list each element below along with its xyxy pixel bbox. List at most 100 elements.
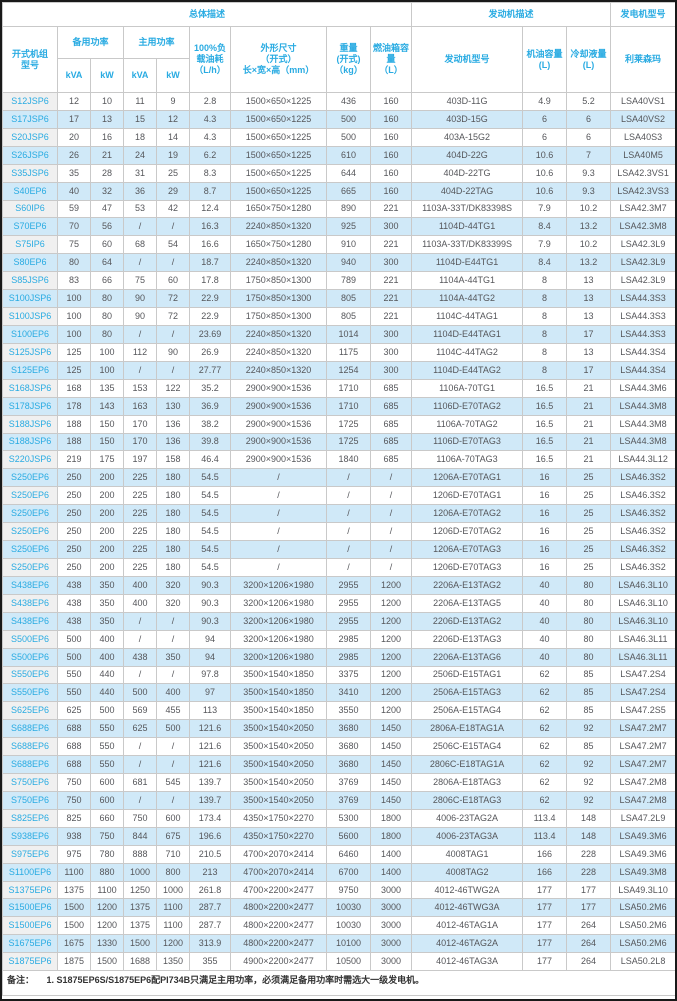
cell-model-link[interactable]: S688EP6 xyxy=(2,719,58,739)
cell-coolant-capacity: 5.2 xyxy=(566,92,612,111)
cell-model-link[interactable]: S100EP6 xyxy=(2,324,58,344)
cell-prime-kw: / xyxy=(156,629,190,649)
cell-weight: 500 xyxy=(326,127,371,147)
cell-model-link[interactable]: S438EP6 xyxy=(2,611,58,631)
cell-model-link[interactable]: S688EP6 xyxy=(2,755,58,775)
cell-model-link[interactable]: S550EP6 xyxy=(2,683,58,703)
cell-model-link[interactable]: S70EP6 xyxy=(2,217,58,237)
cell-dimensions: 4700×2200×2477 xyxy=(230,880,327,900)
cell-model-link[interactable]: S250EP6 xyxy=(2,486,58,506)
cell-tank-capacity: 1200 xyxy=(369,593,413,613)
cell-prime-kw: 180 xyxy=(156,540,190,559)
footnote-label: 备注： xyxy=(7,975,35,986)
cell-model-link[interactable]: S35JSP6 xyxy=(2,163,58,183)
cell-fuel-consumption: 18.7 xyxy=(189,253,231,273)
cell-standby-kw: 175 xyxy=(90,450,124,470)
cell-standby-kva: 1875 xyxy=(57,952,91,972)
cell-fuel-consumption: 121.6 xyxy=(189,755,231,775)
cell-prime-kw: / xyxy=(156,790,190,810)
cell-model-link[interactable]: S1500EP6 xyxy=(2,898,58,918)
cell-model-link[interactable]: S250EP6 xyxy=(2,522,58,542)
cell-fuel-consumption: 139.7 xyxy=(189,773,231,792)
cell-standby-kw: 80 xyxy=(90,307,124,326)
cell-tank-capacity: 1450 xyxy=(369,755,413,775)
cell-model-link[interactable]: S825EP6 xyxy=(2,808,58,828)
cell-standby-kw: 440 xyxy=(90,683,124,703)
cell-model-link[interactable]: S500EP6 xyxy=(2,629,58,649)
cell-model-link[interactable]: S178JSP6 xyxy=(2,396,58,416)
cell-model-link[interactable]: S250EP6 xyxy=(2,468,58,488)
cell-model-link[interactable]: S80EP6 xyxy=(2,253,58,273)
cell-model-link[interactable]: S20JSP6 xyxy=(2,127,58,147)
cell-alternator-model: LSA46.3L10 xyxy=(610,593,675,613)
cell-prime-kw: 136 xyxy=(156,432,190,452)
col-header-prime-power: 主用功率 xyxy=(123,26,190,59)
cell-model-link[interactable]: S250EP6 xyxy=(2,504,58,524)
cell-model-link[interactable]: S250EP6 xyxy=(2,557,58,577)
cell-dimensions: 1750×850×1300 xyxy=(230,289,327,309)
cell-prime-kva: 569 xyxy=(123,701,157,721)
cell-model-link[interactable]: S75IP6 xyxy=(2,235,58,255)
cell-dimensions: 1500×650×1225 xyxy=(230,127,327,147)
cell-fuel-consumption: 27.77 xyxy=(189,360,231,380)
cell-prime-kw: 19 xyxy=(156,145,190,165)
cell-model-link[interactable]: S938EP6 xyxy=(2,826,58,846)
cell-oil-capacity: 8 xyxy=(522,360,568,380)
cell-alternator-model: LSA40VS1 xyxy=(610,92,675,111)
cell-alternator-model: LSA46.3S2 xyxy=(610,468,675,488)
cell-fuel-consumption: 22.9 xyxy=(189,289,231,309)
cell-standby-kva: 750 xyxy=(57,773,91,792)
cell-standby-kw: 600 xyxy=(90,773,124,792)
cell-standby-kw: 56 xyxy=(90,217,124,237)
cell-model-link[interactable]: S438EP6 xyxy=(2,593,58,613)
cell-model-link[interactable]: S688EP6 xyxy=(2,737,58,757)
cell-model-link[interactable]: S250EP6 xyxy=(2,540,58,559)
cell-dimensions: 2240×850×1320 xyxy=(230,360,327,380)
cell-model-link[interactable]: S40EP6 xyxy=(2,181,58,201)
cell-model-link[interactable]: S438EP6 xyxy=(2,575,58,595)
cell-model-link[interactable]: S168JSP6 xyxy=(2,378,58,398)
cell-tank-capacity: 1800 xyxy=(369,808,413,828)
cell-prime-kva: / xyxy=(123,737,157,757)
cell-model-link[interactable]: S975EP6 xyxy=(2,844,58,864)
cell-engine-model: 4012-46TWG2A xyxy=(411,880,524,900)
cell-model-link[interactable]: S500EP6 xyxy=(2,647,58,667)
cell-coolant-capacity: 13 xyxy=(566,307,612,326)
cell-model-link[interactable]: S188JSP6 xyxy=(2,432,58,452)
cell-model-link[interactable]: S1500EP6 xyxy=(2,916,58,936)
cell-oil-capacity: 62 xyxy=(522,790,568,810)
cell-model-link[interactable]: S1675EP6 xyxy=(2,934,58,954)
cell-prime-kw: 122 xyxy=(156,378,190,398)
cell-model-link[interactable]: S550EP6 xyxy=(2,665,58,685)
cell-model-link[interactable]: S625EP6 xyxy=(2,701,58,721)
table-row: S100JSP6 100 80 90 72 22.9 1750×850×1300… xyxy=(2,307,675,326)
cell-tank-capacity: 685 xyxy=(369,414,413,434)
cell-model-link[interactable]: S60IP6 xyxy=(2,199,58,219)
cell-model-link[interactable]: S17JSP6 xyxy=(2,109,58,129)
cell-model-link[interactable]: S750EP6 xyxy=(2,790,58,810)
cell-model-link[interactable]: S1100EP6 xyxy=(2,862,58,882)
cell-standby-kw: 80 xyxy=(90,324,124,344)
cell-oil-capacity: 16 xyxy=(522,557,568,577)
cell-model-link[interactable]: S125JSP6 xyxy=(2,342,58,362)
table-row: S12JSP6 12 10 11 9 2.8 1500×650×1225 436… xyxy=(2,92,675,111)
cell-model-link[interactable]: S750EP6 xyxy=(2,773,58,792)
cell-model-link[interactable]: S188JSP6 xyxy=(2,414,58,434)
cell-model-link[interactable]: S1375EP6 xyxy=(2,880,58,900)
cell-standby-kw: 1330 xyxy=(90,934,124,954)
cell-model-link[interactable]: S125EP6 xyxy=(2,360,58,380)
cell-engine-model: 1104D-E44TAG2 xyxy=(411,360,524,380)
cell-model-link[interactable]: S100JSP6 xyxy=(2,289,58,309)
cell-standby-kva: 1100 xyxy=(57,862,91,882)
cell-model-link[interactable]: S12JSP6 xyxy=(2,92,58,111)
cell-weight: 890 xyxy=(326,199,371,219)
cell-model-link[interactable]: S1875EP6 xyxy=(2,952,58,972)
cell-model-link[interactable]: S100JSP6 xyxy=(2,307,58,326)
cell-prime-kw: 320 xyxy=(156,575,190,595)
cell-model-link[interactable]: S26JSP6 xyxy=(2,145,58,165)
cell-prime-kva: 1000 xyxy=(123,862,157,882)
cell-model-link[interactable]: S85JSP6 xyxy=(2,271,58,291)
cell-coolant-capacity: 148 xyxy=(566,808,612,828)
cell-prime-kw: / xyxy=(156,217,190,237)
cell-model-link[interactable]: S220JSP6 xyxy=(2,450,58,470)
